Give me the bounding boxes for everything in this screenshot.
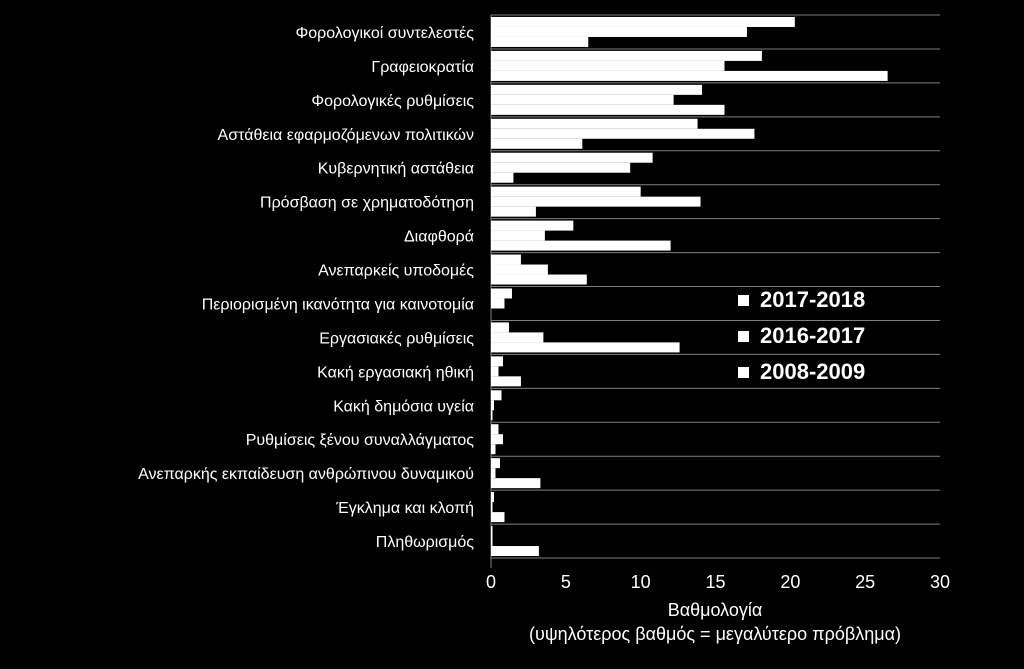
legend: 2017-2018 2016-2017 2008-2009 bbox=[738, 287, 865, 384]
bar-2017-2018-13 bbox=[491, 458, 500, 469]
legend-label: 2008-2009 bbox=[760, 359, 865, 384]
bar-2008-2009-7 bbox=[491, 274, 587, 285]
bar-2017-2018-15 bbox=[491, 526, 493, 537]
category-label: Διαφθορά bbox=[404, 229, 474, 246]
bar-2016-2017-1 bbox=[491, 60, 725, 71]
category-label: Ανεπαρκείς υποδομές bbox=[318, 263, 474, 280]
category-label: Πρόσβαση σε χρηματοδότηση bbox=[260, 195, 474, 212]
bar-2008-2009-14 bbox=[491, 512, 505, 523]
bar-2016-2017-10 bbox=[491, 366, 499, 377]
bar-2017-2018-11 bbox=[491, 390, 502, 401]
bar-2017-2018-12 bbox=[491, 424, 499, 435]
bar-2008-2009-13 bbox=[491, 478, 541, 489]
bar-2008-2009-5 bbox=[491, 206, 536, 217]
x-tick-label: 0 bbox=[486, 572, 496, 592]
category-label: Εργασιακές ρυθμίσεις bbox=[319, 330, 474, 347]
bar-2016-2017-9 bbox=[491, 332, 544, 343]
bar-2017-2018-7 bbox=[491, 254, 521, 265]
bar-2016-2017-14 bbox=[491, 502, 493, 513]
bar-2008-2009-10 bbox=[491, 376, 521, 387]
x-tick-labels: 0 5 10 15 20 25 30 bbox=[486, 572, 950, 592]
bar-2008-2009-12 bbox=[491, 444, 496, 455]
bar-2017-2018-10 bbox=[491, 356, 503, 367]
legend-swatch bbox=[738, 331, 749, 342]
category-label: Περιορισμένη ικανότητα για καινοτομία bbox=[202, 296, 474, 313]
category-label: Φορολογικοί συντελεστές bbox=[295, 25, 474, 42]
x-tick-label: 5 bbox=[561, 572, 571, 592]
category-label: Φορολογικές ρυθμίσεις bbox=[311, 93, 474, 110]
legend-label: 2016-2017 bbox=[760, 323, 865, 348]
bar-2008-2009-0 bbox=[491, 36, 589, 47]
bar-2016-2017-7 bbox=[491, 264, 548, 275]
x-tick-label: 25 bbox=[855, 572, 875, 592]
x-tick-label: 15 bbox=[705, 572, 725, 592]
bar-2017-2018-2 bbox=[491, 84, 703, 95]
category-label: Αστάθεια εφαρμοζόμενων πολιτικών bbox=[218, 127, 474, 144]
bar-2008-2009-1 bbox=[491, 70, 888, 81]
bar-2016-2017-6 bbox=[491, 230, 545, 241]
bars bbox=[491, 16, 888, 557]
bar-2016-2017-12 bbox=[491, 434, 503, 445]
bar-2017-2018-8 bbox=[491, 288, 512, 299]
bar-2017-2018-3 bbox=[491, 118, 698, 129]
bar-2017-2018-1 bbox=[491, 50, 762, 61]
bar-2008-2009-15 bbox=[491, 546, 539, 557]
category-label: Ανεπαρκής εκπαίδευση ανθρώπινου δυναμικο… bbox=[138, 466, 474, 483]
bar-2008-2009-2 bbox=[491, 104, 725, 115]
bar-2008-2009-9 bbox=[491, 342, 680, 353]
bar-2016-2017-13 bbox=[491, 468, 496, 479]
x-tick-label: 30 bbox=[930, 572, 950, 592]
bar-2017-2018-4 bbox=[491, 152, 653, 163]
bar-2016-2017-15 bbox=[491, 536, 493, 547]
legend-swatch bbox=[738, 295, 749, 306]
bar-2016-2017-2 bbox=[491, 94, 674, 105]
category-label: Πληθωρισμός bbox=[376, 534, 474, 551]
bar-2017-2018-9 bbox=[491, 322, 509, 333]
bar-2016-2017-5 bbox=[491, 196, 701, 207]
bar-2017-2018-14 bbox=[491, 492, 494, 503]
bar-2008-2009-11 bbox=[491, 410, 493, 421]
legend-swatch bbox=[738, 367, 749, 378]
x-axis-subtitle: (υψηλότερος βαθμός = μεγαλύτερο πρόβλημα… bbox=[529, 624, 901, 644]
bar-2017-2018-6 bbox=[491, 220, 574, 231]
bar-2016-2017-8 bbox=[491, 298, 505, 309]
bar-2017-2018-5 bbox=[491, 186, 641, 197]
category-label: Ρυθμίσεις ξένου συναλλάγματος bbox=[246, 432, 475, 449]
bar-2016-2017-3 bbox=[491, 128, 755, 139]
bar-2008-2009-3 bbox=[491, 138, 583, 149]
category-label: Κακή εργασιακή ηθική bbox=[317, 364, 474, 381]
category-label: Έγκλημα και κλοπή bbox=[335, 500, 474, 517]
x-tick-label: 10 bbox=[631, 572, 651, 592]
x-axis-title: Βαθμολογία bbox=[668, 600, 763, 620]
bar-2016-2017-4 bbox=[491, 162, 631, 173]
bar-2008-2009-6 bbox=[491, 240, 671, 251]
bar-2017-2018-0 bbox=[491, 16, 795, 27]
x-tick-label: 20 bbox=[780, 572, 800, 592]
category-label: Κακή δημόσια υγεία bbox=[333, 398, 474, 415]
legend-label: 2017-2018 bbox=[760, 287, 865, 312]
bar-2016-2017-11 bbox=[491, 400, 494, 411]
category-label: Γραφειοκρατία bbox=[371, 59, 474, 76]
bar-2008-2009-4 bbox=[491, 172, 514, 183]
category-labels: Φορολογικοί συντελεστές Γραφειοκρατία Φορο… bbox=[138, 25, 474, 551]
bar-2016-2017-0 bbox=[491, 26, 747, 37]
category-label: Κυβερνητική αστάθεια bbox=[318, 161, 474, 178]
